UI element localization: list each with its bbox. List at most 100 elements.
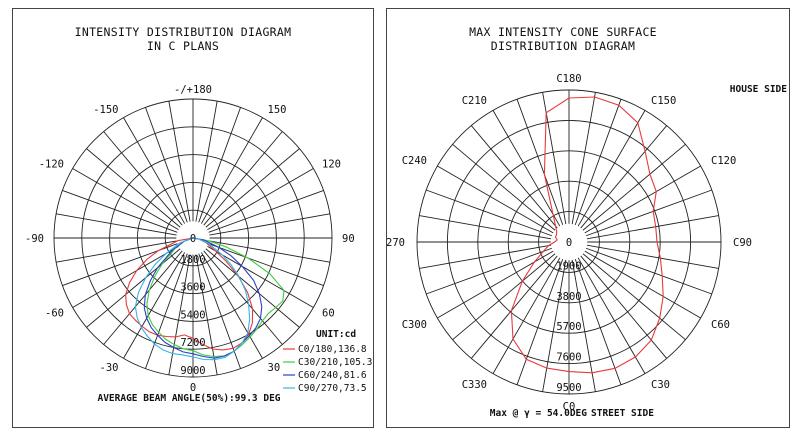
grid-spoke — [571, 92, 596, 225]
angle-label: C210 — [462, 95, 487, 107]
legend-entry: C30/210,105.3 — [298, 357, 372, 368]
unit-label: UNIT:cd — [316, 329, 356, 340]
radial-tick-label: 9000 — [180, 365, 205, 377]
grid-spoke — [452, 253, 556, 341]
grid-spoke — [585, 189, 712, 237]
angle-label: C30 — [651, 379, 670, 391]
grid-spoke — [56, 240, 177, 263]
radial-tick-label: 1800 — [180, 254, 205, 266]
grid-spoke — [103, 131, 183, 226]
grid-spoke — [492, 257, 561, 374]
chart-subtitle: DISTRIBUTION DIAGRAM — [491, 39, 635, 53]
grid-spoke — [209, 213, 330, 236]
grid-spoke — [542, 92, 567, 225]
grid-spoke — [584, 165, 701, 234]
angle-label: -150 — [93, 104, 118, 116]
house-side-label: HOUSE SIDE — [730, 84, 787, 95]
angle-labels: -/+180 150 120 90 60 30 0 -30 -60 -90 -120 -150 — [25, 84, 355, 394]
grid-spoke — [586, 215, 719, 240]
angle-label: C90 — [733, 237, 752, 249]
radial-labels: 0 1900 3800 5700 7600 9500 — [556, 237, 581, 394]
grid-spoke — [145, 253, 188, 369]
radial-labels: 0 1800 3600 5400 7200 9000 — [180, 233, 205, 377]
series-curve-0 — [510, 96, 664, 374]
grid-spoke — [207, 168, 314, 231]
series-curve-1 — [146, 237, 285, 358]
grid-spoke — [86, 248, 181, 328]
radial-tick-label: 5700 — [556, 321, 581, 333]
grid-spoke — [208, 190, 324, 233]
angle-label: C0 — [563, 401, 576, 413]
polar-curves — [125, 237, 285, 361]
grid-spoke — [195, 254, 218, 375]
grid-spoke — [419, 244, 552, 269]
grid-spoke — [516, 99, 564, 226]
grid-spoke — [452, 143, 556, 231]
grid-spoke — [209, 240, 330, 263]
angle-labels: C180 C150 C120 C90 C60 C30 C0 C330 C300 C270 C240 C… — [387, 73, 752, 413]
angle-label: C120 — [711, 155, 736, 167]
grid-spoke — [103, 250, 183, 345]
grid-spoke — [586, 244, 719, 269]
grid-spoke — [577, 110, 646, 227]
grid-spoke — [86, 148, 181, 228]
angle-label: C270 — [387, 237, 405, 249]
series-curve-2 — [143, 237, 263, 359]
grid-spoke — [470, 125, 558, 229]
grid-spoke — [72, 245, 179, 308]
grid-spoke — [205, 248, 300, 328]
angle-label: C240 — [402, 155, 427, 167]
grid-spoke — [203, 131, 283, 226]
radial-tick-label: 7200 — [180, 337, 205, 349]
legend: UNIT:cd C0/180,136.8 C30/210,105.3 C60/240… — [283, 329, 372, 394]
series-curve-3 — [134, 237, 251, 361]
grid-spoke — [542, 259, 567, 392]
grid-spoke — [195, 101, 218, 222]
grid-spoke — [574, 258, 622, 385]
grid-spoke — [585, 247, 712, 295]
angle-label: 90 — [342, 233, 355, 245]
angle-label: 30 — [268, 362, 281, 374]
angle-label: C330 — [462, 379, 487, 391]
grid-spoke — [72, 168, 179, 231]
chart-subtitle: IN C PLANS — [147, 39, 219, 53]
grid-spoke — [577, 257, 646, 374]
grid-spoke — [123, 117, 186, 224]
average-beam-angle: AVERAGE BEAM ANGLE(50%):99.3 DEG — [97, 393, 280, 404]
grid-spoke — [584, 250, 701, 319]
polar-curves — [510, 96, 664, 374]
grid-spoke — [203, 250, 283, 345]
max-intensity-cone-chart: MAX INTENSITY CONE SURFACE DISTRIBUTION … — [387, 25, 787, 419]
angle-label: C300 — [402, 319, 427, 331]
grid-spoke — [200, 117, 263, 224]
grid-spoke — [198, 107, 241, 223]
radial-tick-label: 7600 — [556, 352, 581, 364]
grid-spoke — [426, 189, 553, 237]
radial-tick-label: 3800 — [556, 291, 581, 303]
angle-label: -120 — [39, 159, 64, 171]
radial-tick-label: 0 — [566, 237, 572, 249]
grid-spoke — [168, 254, 191, 375]
grid-spoke — [145, 107, 188, 223]
max-gamma-label: Max @ γ = 54.0DEG — [490, 408, 588, 419]
radial-tick-label: 5400 — [180, 309, 205, 321]
angle-label: 60 — [322, 308, 335, 320]
grid-spoke — [426, 247, 553, 295]
angle-label: C150 — [651, 95, 676, 107]
chart-title: INTENSITY DISTRIBUTION DIAGRAM — [75, 25, 292, 39]
grid-spoke — [582, 143, 686, 231]
angle-label: -30 — [100, 362, 119, 374]
radial-tick-label: 3600 — [180, 282, 205, 294]
polar-grid — [53, 98, 333, 378]
intensity-distribution-chart: INTENSITY DISTRIBUTION DIAGRAM IN C PLAN… — [25, 25, 372, 404]
street-side-label: STREET SIDE — [591, 408, 654, 419]
grid-spoke — [168, 101, 191, 222]
grid-spoke — [574, 99, 622, 226]
grid-spoke — [582, 253, 686, 341]
radial-tick-label: 1900 — [556, 260, 581, 272]
angle-label: -60 — [45, 308, 64, 320]
grid-spoke — [205, 148, 300, 228]
grid-spoke — [492, 110, 561, 227]
grid-spoke — [580, 125, 668, 229]
grid-spoke — [580, 255, 668, 359]
